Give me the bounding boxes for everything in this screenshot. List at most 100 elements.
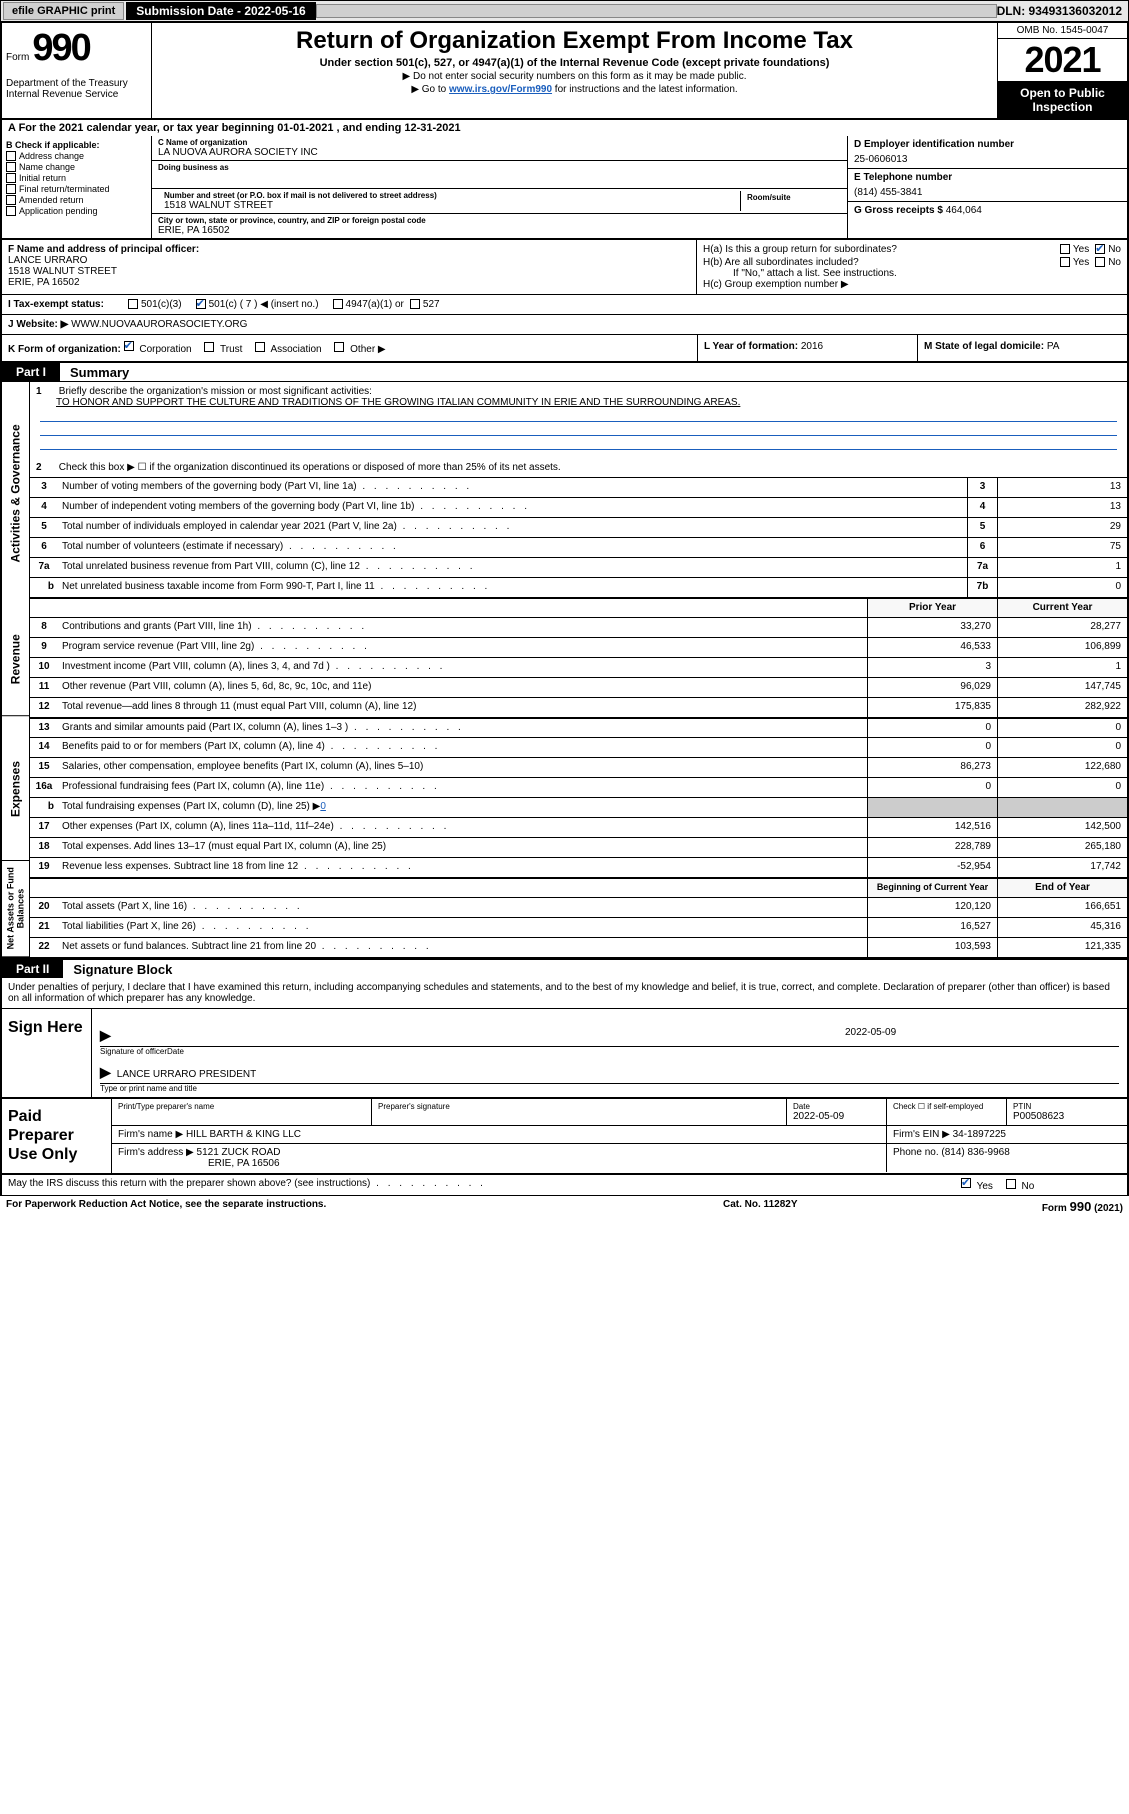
website-url[interactable]: WWW.NUOVAAURORASOCIETY.ORG xyxy=(71,319,247,330)
gross-receipts-label: G Gross receipts $ xyxy=(854,205,943,216)
entity-info-block: B Check if applicable: Address change Na… xyxy=(0,136,1129,240)
hb-no-checkbox[interactable] xyxy=(1095,257,1105,267)
l22-curr: 121,335 xyxy=(997,938,1127,957)
ha-label: H(a) Is this a group return for subordin… xyxy=(703,244,1060,255)
prior-year-head: Prior Year xyxy=(867,599,997,617)
corp-checkbox[interactable] xyxy=(124,341,134,351)
l10-desc: Investment income (Part VIII, column (A)… xyxy=(58,658,867,677)
hc-label: H(c) Group exemption number ▶ xyxy=(703,279,1121,290)
501c-checkbox[interactable] xyxy=(196,299,206,309)
line-15: 15Salaries, other compensation, employee… xyxy=(30,757,1127,777)
officer-addr2: ERIE, PA 16502 xyxy=(8,277,690,288)
domicile-label: M State of legal domicile: xyxy=(924,341,1044,352)
501c3-checkbox[interactable] xyxy=(128,299,138,309)
vtab-governance: Activities & Governance xyxy=(2,382,29,604)
mission-line xyxy=(40,422,1117,436)
l18-desc: Total expenses. Add lines 13–17 (must eq… xyxy=(58,838,867,857)
line-16a: 16aProfessional fundraising fees (Part I… xyxy=(30,777,1127,797)
section-f-h: F Name and address of principal officer:… xyxy=(0,240,1129,295)
line-3: 3Number of voting members of the governi… xyxy=(30,477,1127,497)
sig-date-label: Date xyxy=(167,1047,184,1056)
vtab-revenue: Revenue xyxy=(2,604,29,716)
sign-here-block: Sign Here ▶ 2022-05-09 Signature of offi… xyxy=(0,1008,1129,1099)
form-subtitle: Under section 501(c), 527, or 4947(a)(1)… xyxy=(158,57,991,69)
part2-header: Part II Signature Block xyxy=(0,959,1129,978)
l19-desc: Revenue less expenses. Subtract line 18 … xyxy=(58,858,867,877)
section-l: L Year of formation: 2016 xyxy=(697,335,917,361)
trust-checkbox[interactable] xyxy=(204,342,214,352)
ha-yes-checkbox[interactable] xyxy=(1060,244,1070,254)
note2-suffix: for instructions and the latest informat… xyxy=(552,84,738,95)
other-label: Other ▶ xyxy=(350,344,385,355)
l3-value: 13 xyxy=(997,478,1127,497)
tax-year: 2021 xyxy=(998,39,1127,82)
hb-yes-checkbox[interactable] xyxy=(1060,257,1070,267)
section-i: I Tax-exempt status: 501(c)(3) 501(c) ( … xyxy=(0,295,1129,315)
part2-title: Signature Block xyxy=(63,962,172,977)
line-5: 5Total number of individuals employed in… xyxy=(30,517,1127,537)
final-return-checkbox[interactable] xyxy=(6,184,16,194)
firm-phone-label: Phone no. xyxy=(893,1147,939,1158)
l18-curr: 265,180 xyxy=(997,838,1127,857)
name-change-checkbox[interactable] xyxy=(6,162,16,172)
firm-addr1: 5121 ZUCK ROAD xyxy=(197,1147,281,1158)
dept-label: Department of the Treasury Internal Reve… xyxy=(6,78,147,100)
l21-desc: Total liabilities (Part X, line 26) xyxy=(58,918,867,937)
discuss-yes-checkbox[interactable] xyxy=(961,1178,971,1188)
l9-prior: 46,533 xyxy=(867,638,997,657)
l6-value: 75 xyxy=(997,538,1127,557)
c3-label: 501(c)(3) xyxy=(141,299,182,310)
ha-no-checkbox[interactable] xyxy=(1095,244,1105,254)
footer-right: Form 990 (2021) xyxy=(923,1199,1123,1214)
form-title: Return of Organization Exempt From Incom… xyxy=(158,27,991,55)
city-label: City or town, state or province, country… xyxy=(158,216,841,225)
preparer-block: Paid Preparer Use Only Print/Type prepar… xyxy=(0,1099,1129,1175)
l8-prior: 33,270 xyxy=(867,618,997,637)
firm-addr2: ERIE, PA 16506 xyxy=(208,1158,280,1169)
l17-prior: 142,516 xyxy=(867,818,997,837)
c-other-label: 501(c) ( 7 ) ◀ (insert no.) xyxy=(209,299,319,310)
app-pending-checkbox[interactable] xyxy=(6,206,16,216)
org-name: LA NUOVA AURORA SOCIETY INC xyxy=(158,147,841,158)
l19-curr: 17,742 xyxy=(997,858,1127,877)
signature-intro: Under penalties of perjury, I declare th… xyxy=(0,978,1129,1008)
efile-button[interactable]: efile GRAPHIC print xyxy=(3,2,124,20)
l16b-curr-grey xyxy=(997,798,1127,817)
end-year-head: End of Year xyxy=(997,879,1127,897)
ein-value: 25-0606013 xyxy=(854,154,1121,165)
l1-label: Briefly describe the organization's miss… xyxy=(59,386,372,397)
vtab-net-assets: Net Assets or Fund Balances xyxy=(2,861,29,957)
org-form-label: K Form of organization: xyxy=(8,344,121,355)
line-14: 14Benefits paid to or for members (Part … xyxy=(30,737,1127,757)
addr-change-label: Address change xyxy=(19,151,84,161)
sign-here-label: Sign Here xyxy=(2,1009,92,1097)
l16a-prior: 0 xyxy=(867,778,997,797)
net-header-row: Beginning of Current Year End of Year xyxy=(30,877,1127,897)
l12-curr: 282,922 xyxy=(997,698,1127,717)
app-pending-label: Application pending xyxy=(19,206,98,216)
assoc-label: Association xyxy=(270,344,321,355)
527-checkbox[interactable] xyxy=(410,299,420,309)
other-checkbox[interactable] xyxy=(334,342,344,352)
amended-return-checkbox[interactable] xyxy=(6,195,16,205)
prep-date: 2022-05-09 xyxy=(793,1111,880,1122)
assoc-checkbox[interactable] xyxy=(255,342,265,352)
l7a-desc: Total unrelated business revenue from Pa… xyxy=(58,558,967,577)
initial-return-checkbox[interactable] xyxy=(6,173,16,183)
addr-change-checkbox[interactable] xyxy=(6,151,16,161)
trust-label: Trust xyxy=(220,344,242,355)
hb-no-label: No xyxy=(1108,257,1121,268)
gross-receipts-value: 464,064 xyxy=(946,205,982,216)
discuss-no-checkbox[interactable] xyxy=(1006,1179,1016,1189)
city-state-zip: ERIE, PA 16502 xyxy=(158,225,841,236)
l13-prior: 0 xyxy=(867,719,997,737)
domicile-state: PA xyxy=(1047,341,1060,352)
line-17: 17Other expenses (Part IX, column (A), l… xyxy=(30,817,1127,837)
form-number: 990 xyxy=(32,27,89,69)
ptin-value: P00508623 xyxy=(1013,1111,1121,1122)
section-klm: K Form of organization: Corporation Trus… xyxy=(0,335,1129,363)
4947-checkbox[interactable] xyxy=(333,299,343,309)
section-c: C Name of organization LA NUOVA AURORA S… xyxy=(152,136,847,238)
irs-link[interactable]: www.irs.gov/Form990 xyxy=(449,84,552,95)
section-b: B Check if applicable: Address change Na… xyxy=(2,136,152,238)
